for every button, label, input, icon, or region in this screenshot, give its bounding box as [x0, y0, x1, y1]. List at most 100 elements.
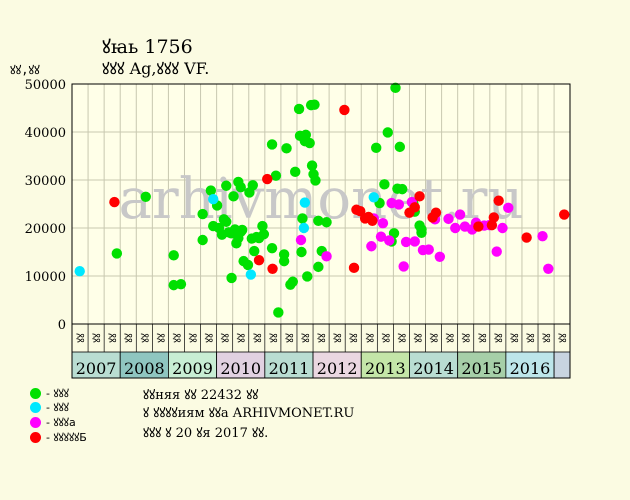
- chart-subtitle: ꙋꙋꙋ Ag,ꙋꙋꙋ VF.: [102, 59, 210, 78]
- data-point: [205, 185, 217, 196]
- grid-lines: [71, 84, 570, 324]
- year-label: 2013: [365, 359, 406, 378]
- quarter-label: ꙋꙋ: [333, 333, 344, 343]
- data-point: [348, 262, 360, 274]
- data-point: [488, 212, 500, 223]
- year-cell: [119, 351, 169, 379]
- data-point: [109, 196, 120, 208]
- data-point: [242, 259, 254, 271]
- y-tick-label: 50000: [25, 78, 66, 93]
- data-point: [382, 127, 393, 138]
- data-point: [321, 217, 332, 228]
- data-point: [394, 141, 406, 153]
- data-point: [298, 222, 310, 234]
- quarter-label: ꙋꙋ: [510, 333, 521, 343]
- data-point: [266, 242, 278, 254]
- data-point: [228, 191, 239, 202]
- year-cell: [216, 351, 266, 379]
- data-point: [304, 137, 315, 149]
- data-point: [111, 248, 123, 259]
- quarter-label: ꙋꙋ: [349, 333, 360, 343]
- data-point: [175, 278, 187, 290]
- quarter-label: ꙋꙋ: [397, 333, 408, 343]
- data-point: [521, 232, 532, 243]
- data-point: [368, 192, 379, 203]
- quarter-label: ꙋꙋ: [494, 333, 505, 343]
- data-point: [306, 160, 318, 171]
- data-point: [384, 235, 395, 246]
- y-tick-label: 30000: [25, 174, 66, 189]
- data-point: [258, 229, 270, 240]
- data-point: [300, 129, 312, 141]
- quarter-label: ꙋꙋ: [140, 333, 151, 343]
- data-point: [400, 236, 412, 248]
- quarter-label: ꙋꙋ: [365, 333, 376, 343]
- data-point: [313, 215, 324, 226]
- data-point: [296, 246, 307, 258]
- plot-area: [72, 84, 570, 324]
- quarter-label: ꙋꙋ: [317, 333, 328, 343]
- year-cell: [312, 351, 362, 379]
- year-label: 2014: [413, 359, 454, 378]
- data-point: [221, 180, 232, 191]
- quarter-label: ꙋꙋ: [526, 333, 537, 343]
- quarter-label: ꙋꙋ: [189, 333, 200, 343]
- data-point: [235, 182, 246, 193]
- data-point: [313, 261, 324, 273]
- legend-label: - ꙋꙋꙋa: [46, 415, 76, 429]
- data-point: [297, 213, 308, 224]
- quarter-label: ꙋꙋ: [124, 333, 135, 343]
- data-point: [493, 195, 504, 206]
- quarter-label: ꙋꙋ: [205, 333, 216, 343]
- data-point: [236, 224, 248, 236]
- data-point: [409, 202, 420, 213]
- data-point: [287, 276, 298, 287]
- year-label: 2008: [124, 359, 165, 378]
- y-axis-label: ꙋꙋ,ꙋꙋ: [10, 63, 40, 77]
- data-point: [140, 191, 151, 202]
- data-point: [270, 170, 282, 181]
- legend-dot-red: [30, 431, 41, 443]
- data-point: [491, 246, 502, 257]
- y-axis-tick-labels: 0 10000 20000 30000 40000 50000: [25, 78, 66, 333]
- quarter-label: ꙋꙋ: [381, 333, 392, 343]
- data-point: [377, 218, 389, 229]
- chart-title: ꙋꙗь 1756: [102, 36, 193, 58]
- year-cell: [409, 351, 459, 379]
- quarter-label: ꙋꙋ: [156, 333, 167, 343]
- quarter-label: ꙋꙋ: [221, 333, 232, 343]
- data-point: [197, 208, 208, 220]
- legend-dot-cyan: [30, 401, 41, 413]
- year-label: 2011: [269, 359, 310, 378]
- data-point: [423, 244, 434, 255]
- year-label: 2016: [510, 359, 551, 378]
- data-point: [370, 142, 382, 154]
- year-label: 2009: [172, 359, 213, 378]
- data-point: [281, 143, 292, 154]
- data-point: [443, 213, 454, 225]
- quarter-label: ꙋꙋ: [108, 333, 119, 343]
- legend-dot-green: [30, 387, 41, 399]
- quarter-label: ꙋꙋ: [285, 333, 296, 343]
- y-tick-label: 10000: [25, 270, 66, 285]
- data-point: [409, 236, 420, 247]
- data-point: [430, 207, 442, 218]
- data-point: [266, 139, 278, 150]
- data-point: [302, 271, 313, 282]
- data-point: [309, 99, 320, 110]
- note-average-price: ꙋꙋняя ꙋꙋ 22432 ꙋꙋ: [143, 388, 259, 403]
- data-point: [245, 269, 257, 280]
- quarter-label: ꙋꙋ: [76, 333, 87, 343]
- legend-item-green: - ꙋꙋꙋ: [30, 386, 69, 400]
- data-point: [397, 183, 408, 195]
- quarter-label: ꙋꙋ: [478, 333, 489, 343]
- data-point: [310, 175, 321, 186]
- legend-dot-magenta: [30, 416, 41, 428]
- data-point: [208, 194, 219, 205]
- quarter-label: ꙋꙋ: [558, 333, 569, 343]
- legend-item-cyan: - ꙋꙋꙋ: [30, 400, 69, 414]
- year-cell-empty: [553, 351, 571, 379]
- data-point: [543, 263, 554, 274]
- year-label: 2012: [317, 359, 358, 378]
